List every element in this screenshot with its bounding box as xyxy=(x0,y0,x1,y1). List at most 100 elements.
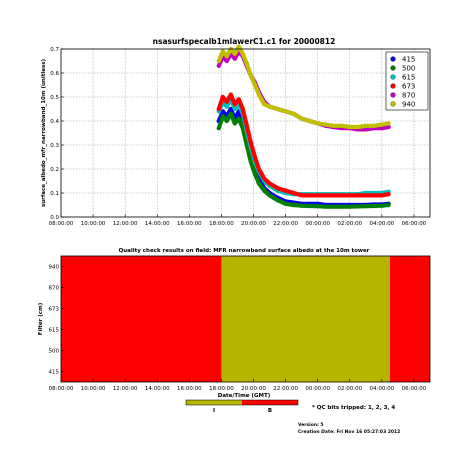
data-point-870 xyxy=(386,124,391,130)
data-point-673 xyxy=(371,193,376,198)
legend-label: 415 xyxy=(402,56,415,64)
data-point-940 xyxy=(220,49,225,54)
data-point-940 xyxy=(323,122,328,127)
data-point-500 xyxy=(236,116,241,121)
data-point-673 xyxy=(379,193,384,198)
qc-y-tick-label: 615 xyxy=(49,328,60,334)
data-point-673 xyxy=(323,193,328,198)
qc-x-tick-label: 04:00:00 xyxy=(370,386,395,392)
y-tick-label: 0.5 xyxy=(50,95,59,101)
y-tick-label: 0.0 xyxy=(50,215,59,221)
data-point-500 xyxy=(224,118,229,124)
legend-label: 500 xyxy=(402,65,415,73)
data-point-615 xyxy=(232,106,237,112)
data-point-673 xyxy=(248,140,253,145)
line-chart-y-ticks: 0.0 0.1 0.2 0.3 0.4 0.5 0.6 0.7 xyxy=(50,47,64,221)
data-point-500 xyxy=(323,204,328,209)
data-point-500 xyxy=(256,181,261,186)
data-point-870 xyxy=(363,127,368,132)
qc-segment-B xyxy=(61,256,222,382)
data-point-940 xyxy=(240,51,245,56)
data-point-615 xyxy=(224,104,229,109)
data-point-673 xyxy=(216,106,221,112)
x-tick-label: 00:00:00 xyxy=(305,221,330,227)
legend-label: 673 xyxy=(402,83,415,91)
qc-x-tick-label: 12:00:00 xyxy=(113,386,138,392)
data-point-500 xyxy=(339,204,344,209)
data-point-940 xyxy=(262,102,267,107)
data-point-500 xyxy=(228,111,233,116)
data-point-673 xyxy=(224,99,229,104)
data-point-940 xyxy=(244,61,249,66)
qc-x-tick-label: 20:00:00 xyxy=(241,386,266,392)
x-tick-label: 04:00:00 xyxy=(370,221,395,227)
data-point-500 xyxy=(315,204,320,209)
qc-x-tick-label: 00:00:00 xyxy=(305,386,330,392)
line-chart-ylabel: surface_albedo_mfr_narrowband_10m (unitl… xyxy=(41,58,47,207)
legend-label: 870 xyxy=(402,92,415,100)
qc-x-tick-label: 10:00:00 xyxy=(81,386,106,392)
colorbar-swatch-I xyxy=(186,400,242,405)
data-point-940 xyxy=(291,111,296,116)
y-tick-label: 0.3 xyxy=(50,143,59,149)
line-chart-title: nsasurfspecalb1mlawerC1.c1 for 20000812 xyxy=(153,37,336,46)
data-point-500 xyxy=(267,193,272,198)
data-point-415 xyxy=(220,109,225,114)
data-point-500 xyxy=(379,203,384,208)
data-point-940 xyxy=(267,104,272,109)
data-point-940 xyxy=(307,118,312,124)
legend-box xyxy=(385,51,429,111)
data-point-673 xyxy=(267,181,272,186)
colorbar-label: B xyxy=(268,408,272,414)
x-tick-label: 16:00:00 xyxy=(177,221,202,227)
data-point-673 xyxy=(347,193,352,198)
data-point-673 xyxy=(236,97,241,102)
qc-bits-note: * QC bits tripped: 1, 2, 3, 4 xyxy=(312,405,395,411)
series-673 xyxy=(216,92,391,198)
series-line-500 xyxy=(216,111,391,209)
line-chart-x-ticks: 08:00:00 10:00:00 12:00:00 14:00:00 16:00:00… xyxy=(49,214,427,227)
x-tick-label: 20:00:00 xyxy=(241,221,266,227)
data-point-870 xyxy=(216,63,221,68)
x-tick-label: 10:00:00 xyxy=(81,221,106,227)
data-point-940 xyxy=(252,82,257,88)
data-point-673 xyxy=(339,193,344,198)
colorbar-swatch-B xyxy=(242,400,298,405)
x-tick-label: 02:00:00 xyxy=(337,221,362,227)
legend-marker xyxy=(390,74,396,80)
data-point-500 xyxy=(363,204,368,209)
qc-x-tick-label: 16:00:00 xyxy=(177,386,202,392)
x-tick-label: 14:00:00 xyxy=(145,221,170,227)
data-point-673 xyxy=(256,166,261,172)
data-point-500 xyxy=(252,171,257,176)
legend-marker xyxy=(390,65,396,71)
data-point-673 xyxy=(315,193,320,198)
series-500 xyxy=(216,111,391,209)
data-point-940 xyxy=(256,92,261,97)
data-point-940 xyxy=(371,123,376,128)
legend-marker xyxy=(390,92,396,98)
data-point-673 xyxy=(244,123,249,128)
colorbar-frame xyxy=(185,399,299,406)
data-point-940 xyxy=(331,123,336,128)
line-chart-frame xyxy=(60,48,431,218)
data-point-870 xyxy=(379,126,384,131)
qc-x-tick-label: 22:00:00 xyxy=(273,386,298,392)
data-point-940 xyxy=(386,121,391,126)
x-tick-label: 22:00:00 xyxy=(273,221,298,227)
data-point-500 xyxy=(275,198,280,203)
data-point-870 xyxy=(232,56,237,61)
x-tick-label: 08:00:00 xyxy=(49,221,74,227)
series-940 xyxy=(216,44,391,130)
qc-y-tick-label: 940 xyxy=(49,265,60,271)
data-point-673 xyxy=(291,190,296,196)
data-point-500 xyxy=(355,204,360,209)
data-point-500 xyxy=(386,202,391,208)
qc-heatmap xyxy=(61,256,430,382)
data-point-673 xyxy=(331,193,336,198)
qc-x-tick-label: 06:00:00 xyxy=(402,386,427,392)
data-point-500 xyxy=(331,204,336,209)
